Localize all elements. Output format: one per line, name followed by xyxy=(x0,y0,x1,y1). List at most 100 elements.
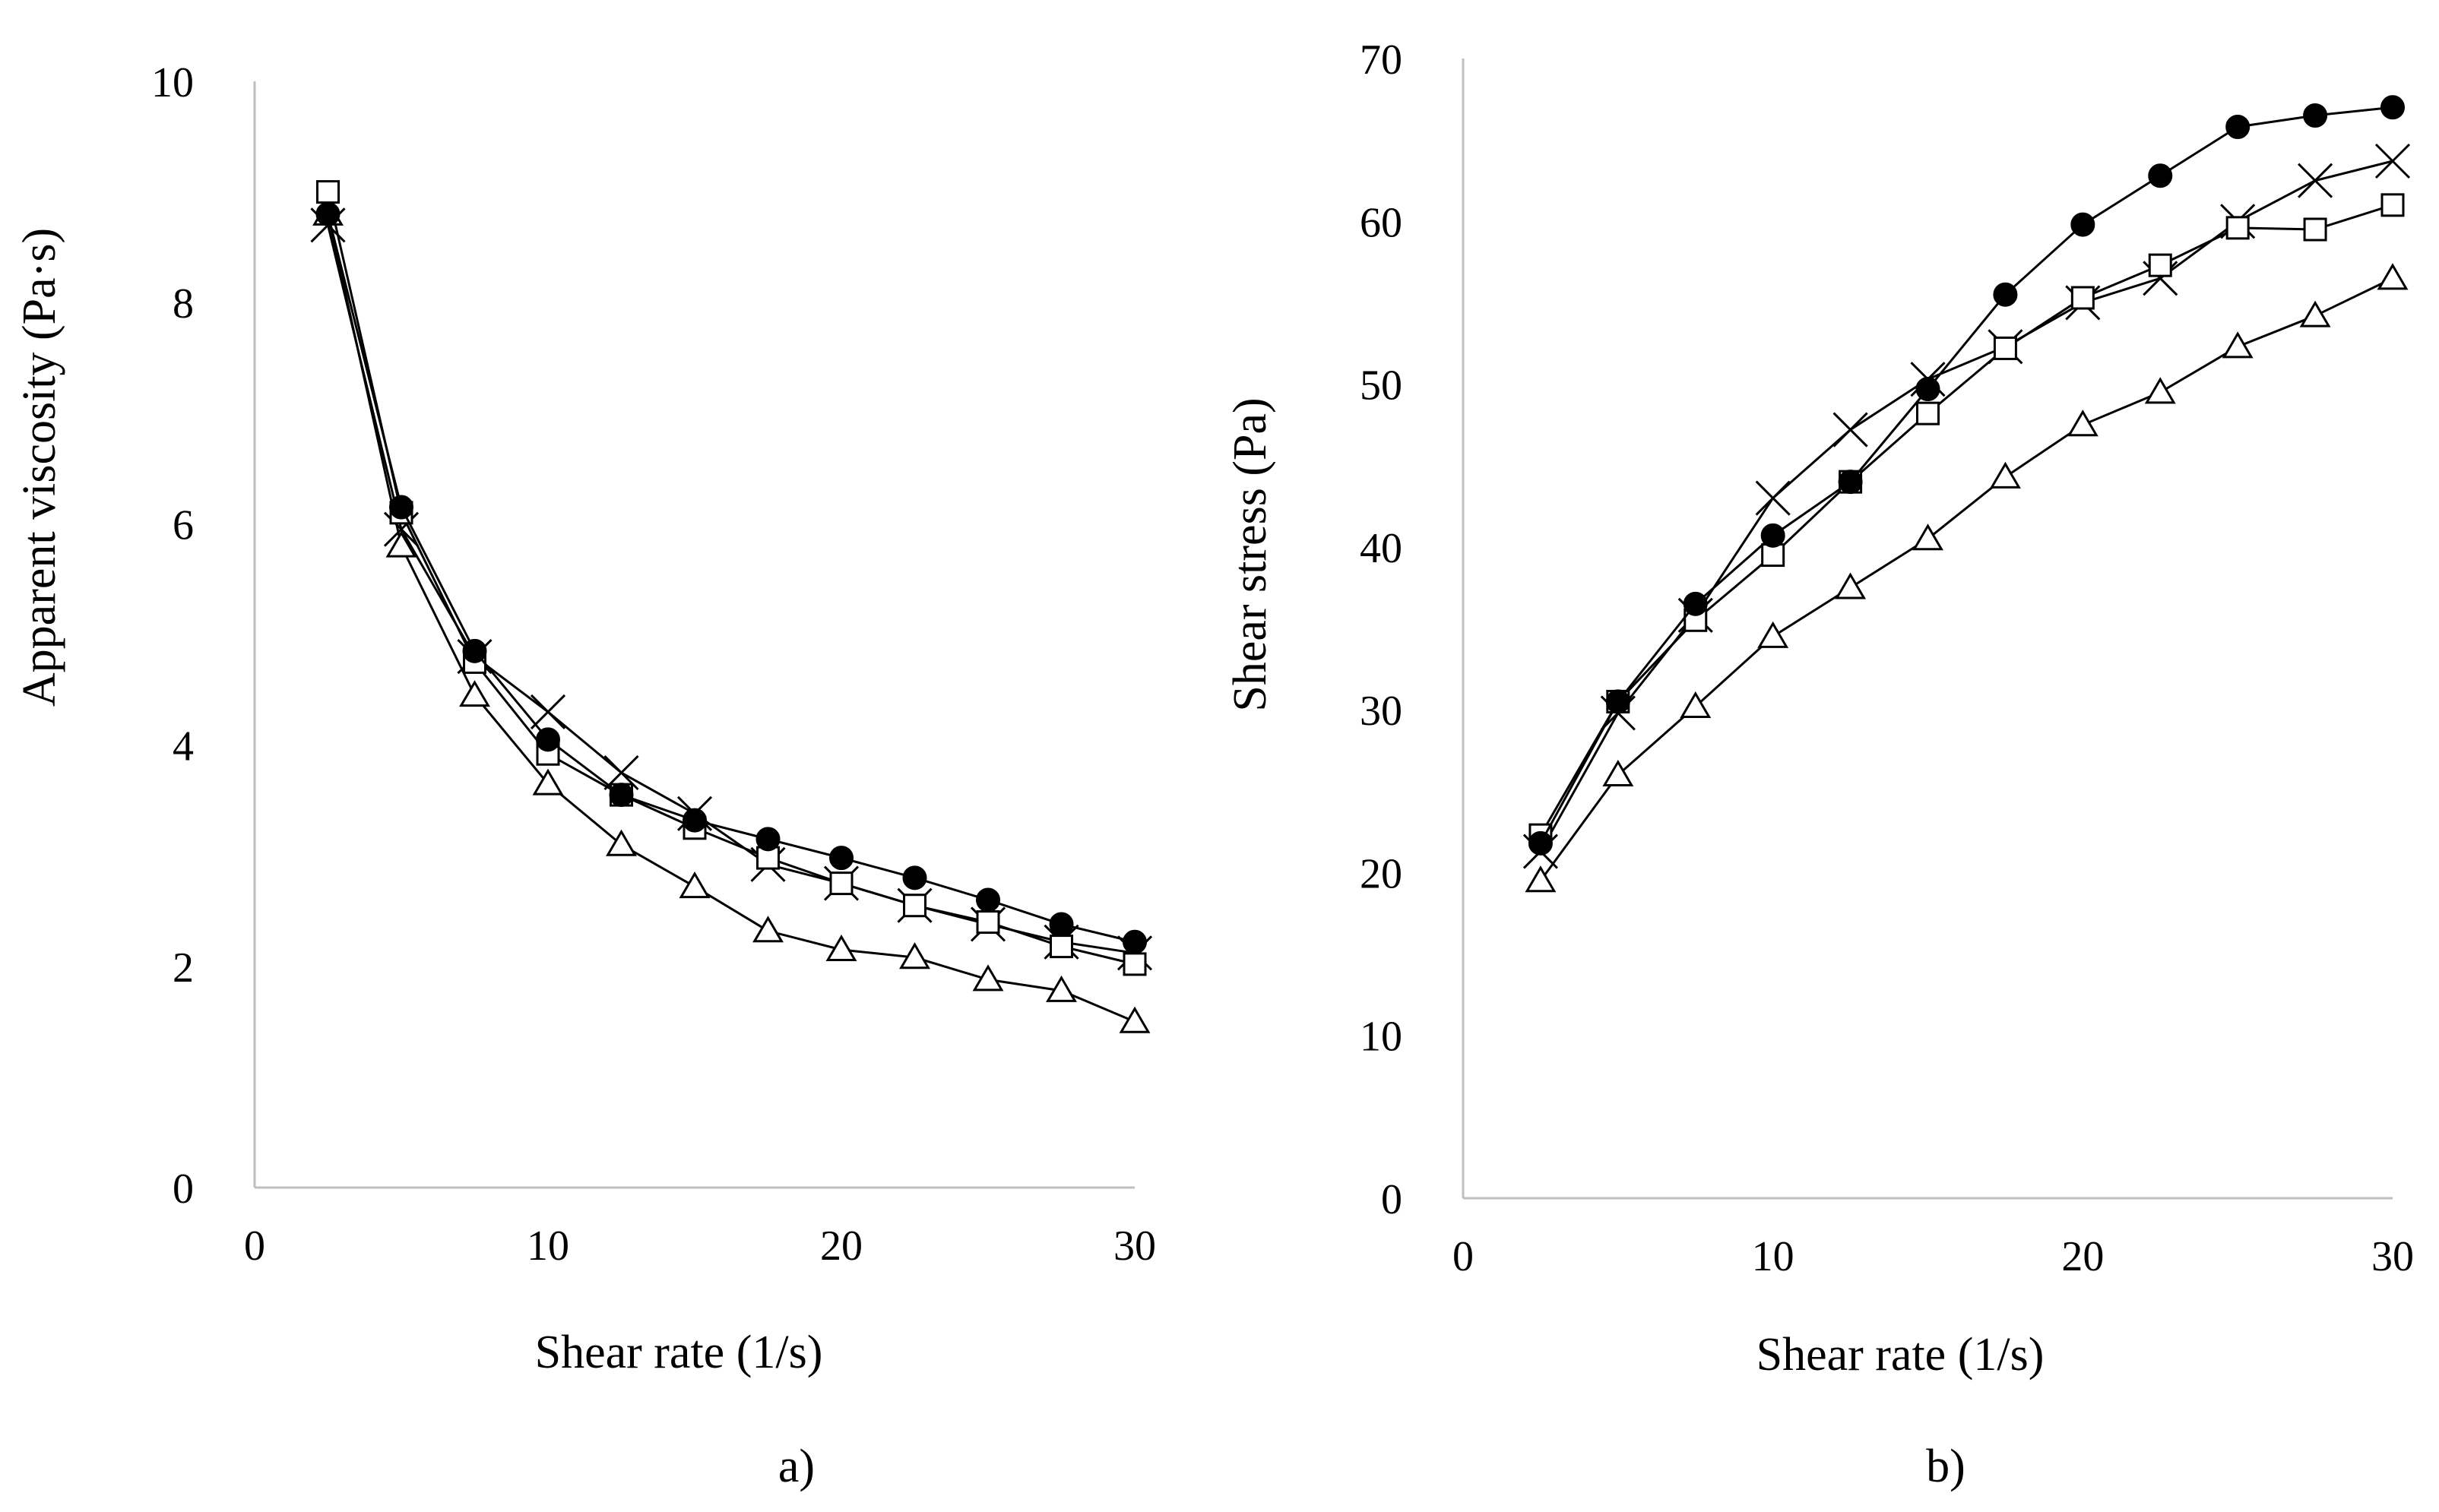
panel-b-point-trehalose xyxy=(2070,286,2095,310)
panel-b-series-trehalose xyxy=(1528,193,2405,847)
panel-a-point-erythritol xyxy=(606,829,637,856)
panel-b-point-erythritol xyxy=(1835,572,1867,599)
panel-b-y-axis-title: Shear stress (Pa) xyxy=(1224,397,1276,711)
panel-a-x-tick-label: 0 xyxy=(244,1223,265,1270)
panel-a-series-sucrose xyxy=(315,201,1147,954)
panel-b-y-tick-label: 0 xyxy=(1381,1176,1402,1223)
panel-b-point-erythritol xyxy=(1680,691,1712,718)
panel-b-shear-stress-chart: 0 10 20 30 40 50 60 70 0 10 20 30 Shear stress (Pa)… xyxy=(1224,36,2414,1492)
panel-a-y-tick-label: 0 xyxy=(173,1166,194,1213)
panel-a-point-erythritol xyxy=(752,916,784,943)
panel-a-point-trehalose xyxy=(1050,935,1073,959)
panel-b-y-tick-label: 40 xyxy=(1360,525,1402,572)
panel-a-point-sucrose xyxy=(609,783,634,808)
panel-b-point-erythritol xyxy=(1525,865,1557,893)
panel-b-x-tick-label: 30 xyxy=(2371,1233,2414,1280)
panel-b-point-trehalose xyxy=(1916,401,1940,425)
panel-a-point-sucrose xyxy=(829,846,854,871)
panel-b-series-sucrose xyxy=(1528,95,2405,856)
panel-a-axes: 0 2 4 6 8 10 0 10 20 30 xyxy=(151,59,1156,1270)
panel-b-point-sucrose xyxy=(2148,163,2173,188)
panel-b-point-maltitol xyxy=(1755,480,1791,516)
panel-b-axes: 0 10 20 30 40 50 60 70 0 10 20 30 xyxy=(1360,36,2414,1280)
panel-b-point-erythritol xyxy=(1989,461,2021,489)
panel-a-series-erythritol xyxy=(312,198,1151,1033)
panel-a-point-trehalose xyxy=(1123,952,1147,976)
panel-a-line-erythritol xyxy=(327,214,1136,1023)
panel-b-point-trehalose xyxy=(1761,543,1785,568)
panel-b-point-trehalose xyxy=(2148,253,2172,277)
panel-b-point-sucrose xyxy=(2380,95,2405,120)
panel-b-line-trehalose xyxy=(1539,204,2393,836)
panel-a-x-tick-label: 30 xyxy=(1113,1223,1156,1270)
panel-a-line-trehalose xyxy=(327,191,1136,966)
panel-a-point-sucrose xyxy=(976,887,1000,913)
panel-a-series xyxy=(310,180,1153,1033)
panel-b-point-erythritol xyxy=(2067,410,2098,437)
panel-a-y-tick-label: 4 xyxy=(173,723,194,770)
panel-a-point-sucrose xyxy=(315,201,341,226)
panel-a-point-erythritol xyxy=(679,871,711,899)
panel-b-point-erythritol xyxy=(1757,621,1789,648)
panel-b-point-sucrose xyxy=(1838,470,1863,495)
panel-b-point-sucrose xyxy=(2070,212,2095,237)
panel-b-y-tick-label: 20 xyxy=(1360,850,1402,897)
panel-b-point-maltitol xyxy=(2298,163,2333,198)
panel-a-point-trehalose xyxy=(316,180,340,204)
panel-b-point-sucrose xyxy=(1760,523,1785,548)
panel-a-point-sucrose xyxy=(1049,912,1074,937)
panel-b-point-trehalose xyxy=(2225,216,2250,240)
panel-a-point-sucrose xyxy=(902,865,927,890)
panel-a-point-erythritol xyxy=(385,530,417,558)
panel-b-x-axis-title: Shear rate (1/s) xyxy=(1756,1329,2045,1381)
panel-b-point-erythritol xyxy=(2377,263,2409,290)
panel-b-series xyxy=(1522,95,2411,893)
panel-a-y-tick-label: 2 xyxy=(173,944,194,992)
panel-b-point-erythritol xyxy=(2222,331,2254,359)
panel-a-y-axis-title: Apparent viscosity (Pa·s) xyxy=(14,228,65,707)
panel-a-y-tick-label: 8 xyxy=(173,280,194,327)
panel-a-y-tick-label: 10 xyxy=(151,59,194,106)
panel-b-line-maltitol xyxy=(1539,160,2393,852)
panel-a-point-sucrose xyxy=(755,827,781,852)
panel-a-point-sucrose xyxy=(389,495,413,520)
panel-a-point-trehalose xyxy=(829,871,854,896)
panel-b-x-tick-label: 10 xyxy=(1752,1233,1794,1280)
panel-b-point-erythritol xyxy=(2299,300,2331,327)
panel-b-point-trehalose xyxy=(2380,193,2405,217)
panel-a-point-erythritol xyxy=(825,934,857,962)
panel-b-series-maltitol xyxy=(1522,143,2411,869)
panel-b-point-trehalose xyxy=(1993,336,2017,360)
panel-a-point-erythritol xyxy=(532,768,564,796)
panel-b-point-maltitol xyxy=(1832,412,1868,448)
panel-a-point-erythritol xyxy=(459,680,490,707)
panel-b-point-erythritol xyxy=(2144,377,2176,404)
panel-b-point-sucrose xyxy=(2225,115,2251,139)
panel-a-x-tick-label: 20 xyxy=(820,1223,863,1270)
panel-b-y-tick-label: 70 xyxy=(1360,36,1402,84)
panel-a-label: a) xyxy=(778,1441,815,1492)
panel-a-point-sucrose xyxy=(462,638,487,663)
panel-a-point-sucrose xyxy=(683,808,707,833)
panel-a-point-erythritol xyxy=(972,964,1004,992)
panel-b-point-sucrose xyxy=(1993,282,2018,307)
panel-b-point-erythritol xyxy=(1602,759,1634,786)
panel-a-point-erythritol xyxy=(899,942,930,970)
panel-a-point-erythritol xyxy=(1119,1006,1151,1033)
panel-b-point-sucrose xyxy=(1605,689,1630,714)
panel-a-point-sucrose xyxy=(536,727,560,752)
panel-b-line-erythritol xyxy=(1539,277,2393,882)
panel-a-x-axis-title: Shear rate (1/s) xyxy=(535,1327,823,1378)
panel-b-point-sucrose xyxy=(1528,830,1553,856)
panel-a-point-erythritol xyxy=(1046,975,1077,1002)
panel-b-label: b) xyxy=(1926,1441,1965,1492)
panel-a-x-tick-label: 10 xyxy=(527,1223,569,1270)
panel-b-y-tick-label: 50 xyxy=(1360,362,1402,410)
panel-b-y-tick-label: 10 xyxy=(1360,1014,1402,1061)
panel-a-point-maltitol xyxy=(530,694,566,729)
panel-b-x-tick-label: 0 xyxy=(1452,1233,1474,1280)
panel-b-line-sucrose xyxy=(1539,106,2393,844)
panel-b-y-tick-label: 60 xyxy=(1360,199,1402,246)
panel-b-point-sucrose xyxy=(1915,377,1940,401)
